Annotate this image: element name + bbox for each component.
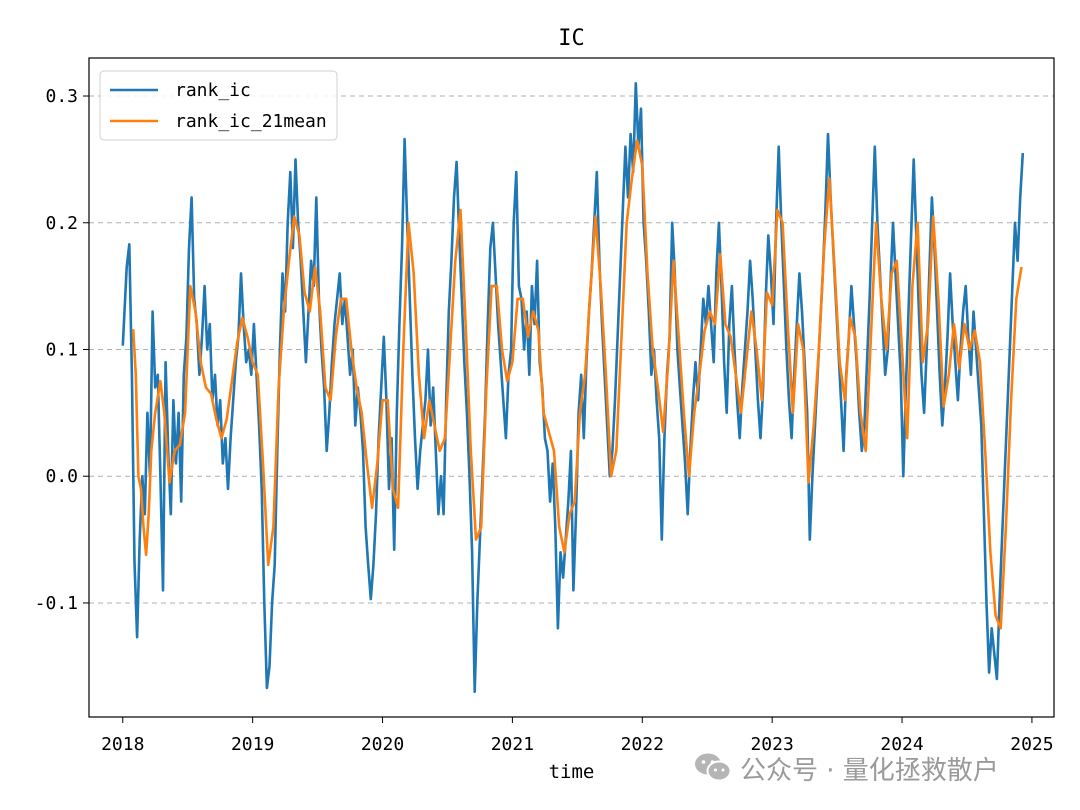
legend-label-rank-ic-21mean: rank_ic_21mean <box>175 111 327 132</box>
x-tick-label-7: 2025 <box>1010 734 1053 755</box>
x-tick-label-0: 2018 <box>101 734 144 755</box>
plot-frame <box>88 57 1055 718</box>
legend-box <box>99 70 338 141</box>
x-tick-label-2: 2020 <box>361 734 404 755</box>
watermark-text: 公众号 · 量化拯救散户 <box>740 755 999 786</box>
x-tick-label-3: 2021 <box>491 734 534 755</box>
x-axis-label: time <box>549 761 595 783</box>
y-tick-label-2: 0.1 <box>45 339 78 360</box>
x-tick-label-6: 2024 <box>880 734 923 755</box>
legend-label-rank-ic: rank_ic <box>175 80 251 101</box>
y-tick-label-0: -0.1 <box>35 593 78 614</box>
series-line-rank-ic-21mean <box>131 139 1023 630</box>
y-tick-label-1: 0.0 <box>45 466 78 487</box>
series-layer <box>121 82 1025 693</box>
y-axis: -0.1 0.0 0.1 0.2 0.3 <box>35 86 89 614</box>
series-line-rank-ic <box>121 82 1025 693</box>
y-tick-label-3: 0.2 <box>45 213 78 234</box>
x-tick-label-4: 2022 <box>621 734 664 755</box>
chart-title: IC <box>558 26 585 51</box>
legend: rank_ic rank_ic_21mean <box>99 70 338 141</box>
x-axis: 2018 2019 2020 2021 2022 2023 2024 2025 <box>101 717 1054 755</box>
y-tick-label-4: 0.3 <box>45 86 78 107</box>
wechat-icon <box>695 753 732 782</box>
watermark: 公众号 · 量化拯救散户 <box>694 748 999 788</box>
x-tick-label-5: 2023 <box>750 734 793 755</box>
plot-area <box>89 58 1054 717</box>
x-tick-label-1: 2019 <box>231 734 274 755</box>
